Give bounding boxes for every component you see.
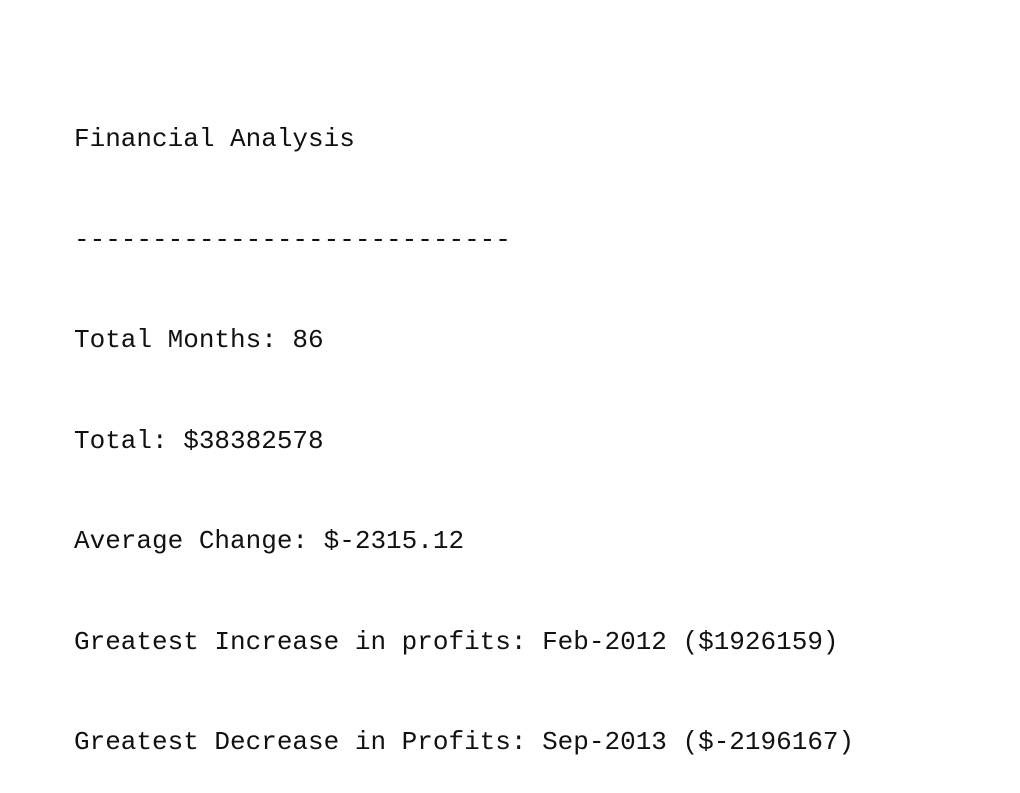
report-title: Financial Analysis — [74, 124, 355, 154]
financial-analysis-output: Financial Analysis ---------------------… — [74, 56, 854, 793]
total-months-line: Total Months: 86 — [74, 325, 324, 355]
total-line: Total: $38382578 — [74, 425, 324, 456]
divider-line: ---------------------------- — [74, 224, 511, 255]
greatest-increase-line: Greatest Increase in profits: Feb-2012 (… — [74, 626, 839, 657]
average-change-line: Average Change: $-2315.12 — [74, 526, 465, 556]
greatest-decrease-line: Greatest Decrease in Profits: Sep-2013 (… — [74, 727, 855, 757]
